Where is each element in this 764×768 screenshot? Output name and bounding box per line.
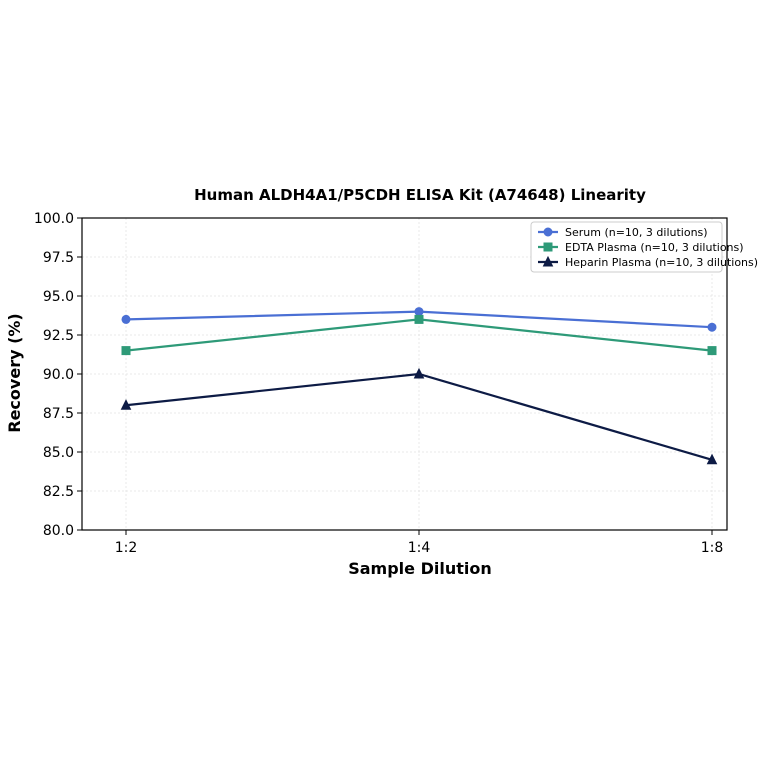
legend-marker [543,227,553,237]
data-point [414,307,424,317]
y-tick-label: 87.5 [43,406,74,422]
x-axis: 1:2 1:4 1:8 [115,530,724,556]
legend: Serum (n=10, 3 dilutions) EDTA Plasma (n=… [530,221,758,273]
x-tick-label: 1:8 [701,540,724,556]
data-point [121,346,131,356]
data-point [707,346,717,356]
legend-entry: Serum (n=10, 3 dilutions) [538,226,708,239]
y-tick-label: 100.0 [34,211,74,227]
legend-label: Heparin Plasma (n=10, 3 dilutions) [565,256,758,269]
data-point [121,314,131,324]
x-tick-label: 1:4 [408,540,431,556]
y-tick-label: 80.0 [43,523,74,539]
data-point [413,367,425,379]
legend-box [530,221,723,273]
legend-marker [542,255,554,267]
y-tick-label: 90.0 [43,367,74,383]
x-tick-label: 1:2 [115,540,138,556]
data-point [707,322,717,332]
legend-entry: EDTA Plasma (n=10, 3 dilutions) [538,241,744,254]
legend-marker [543,242,553,252]
legend-label: EDTA Plasma (n=10, 3 dilutions) [565,241,744,254]
y-tick-label: 85.0 [43,445,74,461]
series-0 [121,307,717,332]
legend-entry: Heparin Plasma (n=10, 3 dilutions) [538,255,758,269]
y-axis-label: Recovery (%) [5,313,24,432]
legend-label: Serum (n=10, 3 dilutions) [565,226,708,239]
chart-title: Human ALDH4A1/P5CDH ELISA Kit (A74648) L… [194,186,646,204]
y-tick-label: 82.5 [43,484,74,500]
series-2 [120,367,718,465]
y-tick-label: 95.0 [43,289,74,305]
data-point [120,399,132,410]
data-point [414,314,424,324]
y-axis: 80.0 82.5 85.0 87.5 90.0 92.5 95.0 97.5 100.0 [34,211,82,539]
series [120,307,718,465]
x-axis-label: Sample Dilution [348,559,492,578]
series-1 [121,314,717,356]
y-tick-label: 92.5 [43,328,74,344]
y-tick-label: 97.5 [43,250,74,266]
data-point [706,453,718,465]
